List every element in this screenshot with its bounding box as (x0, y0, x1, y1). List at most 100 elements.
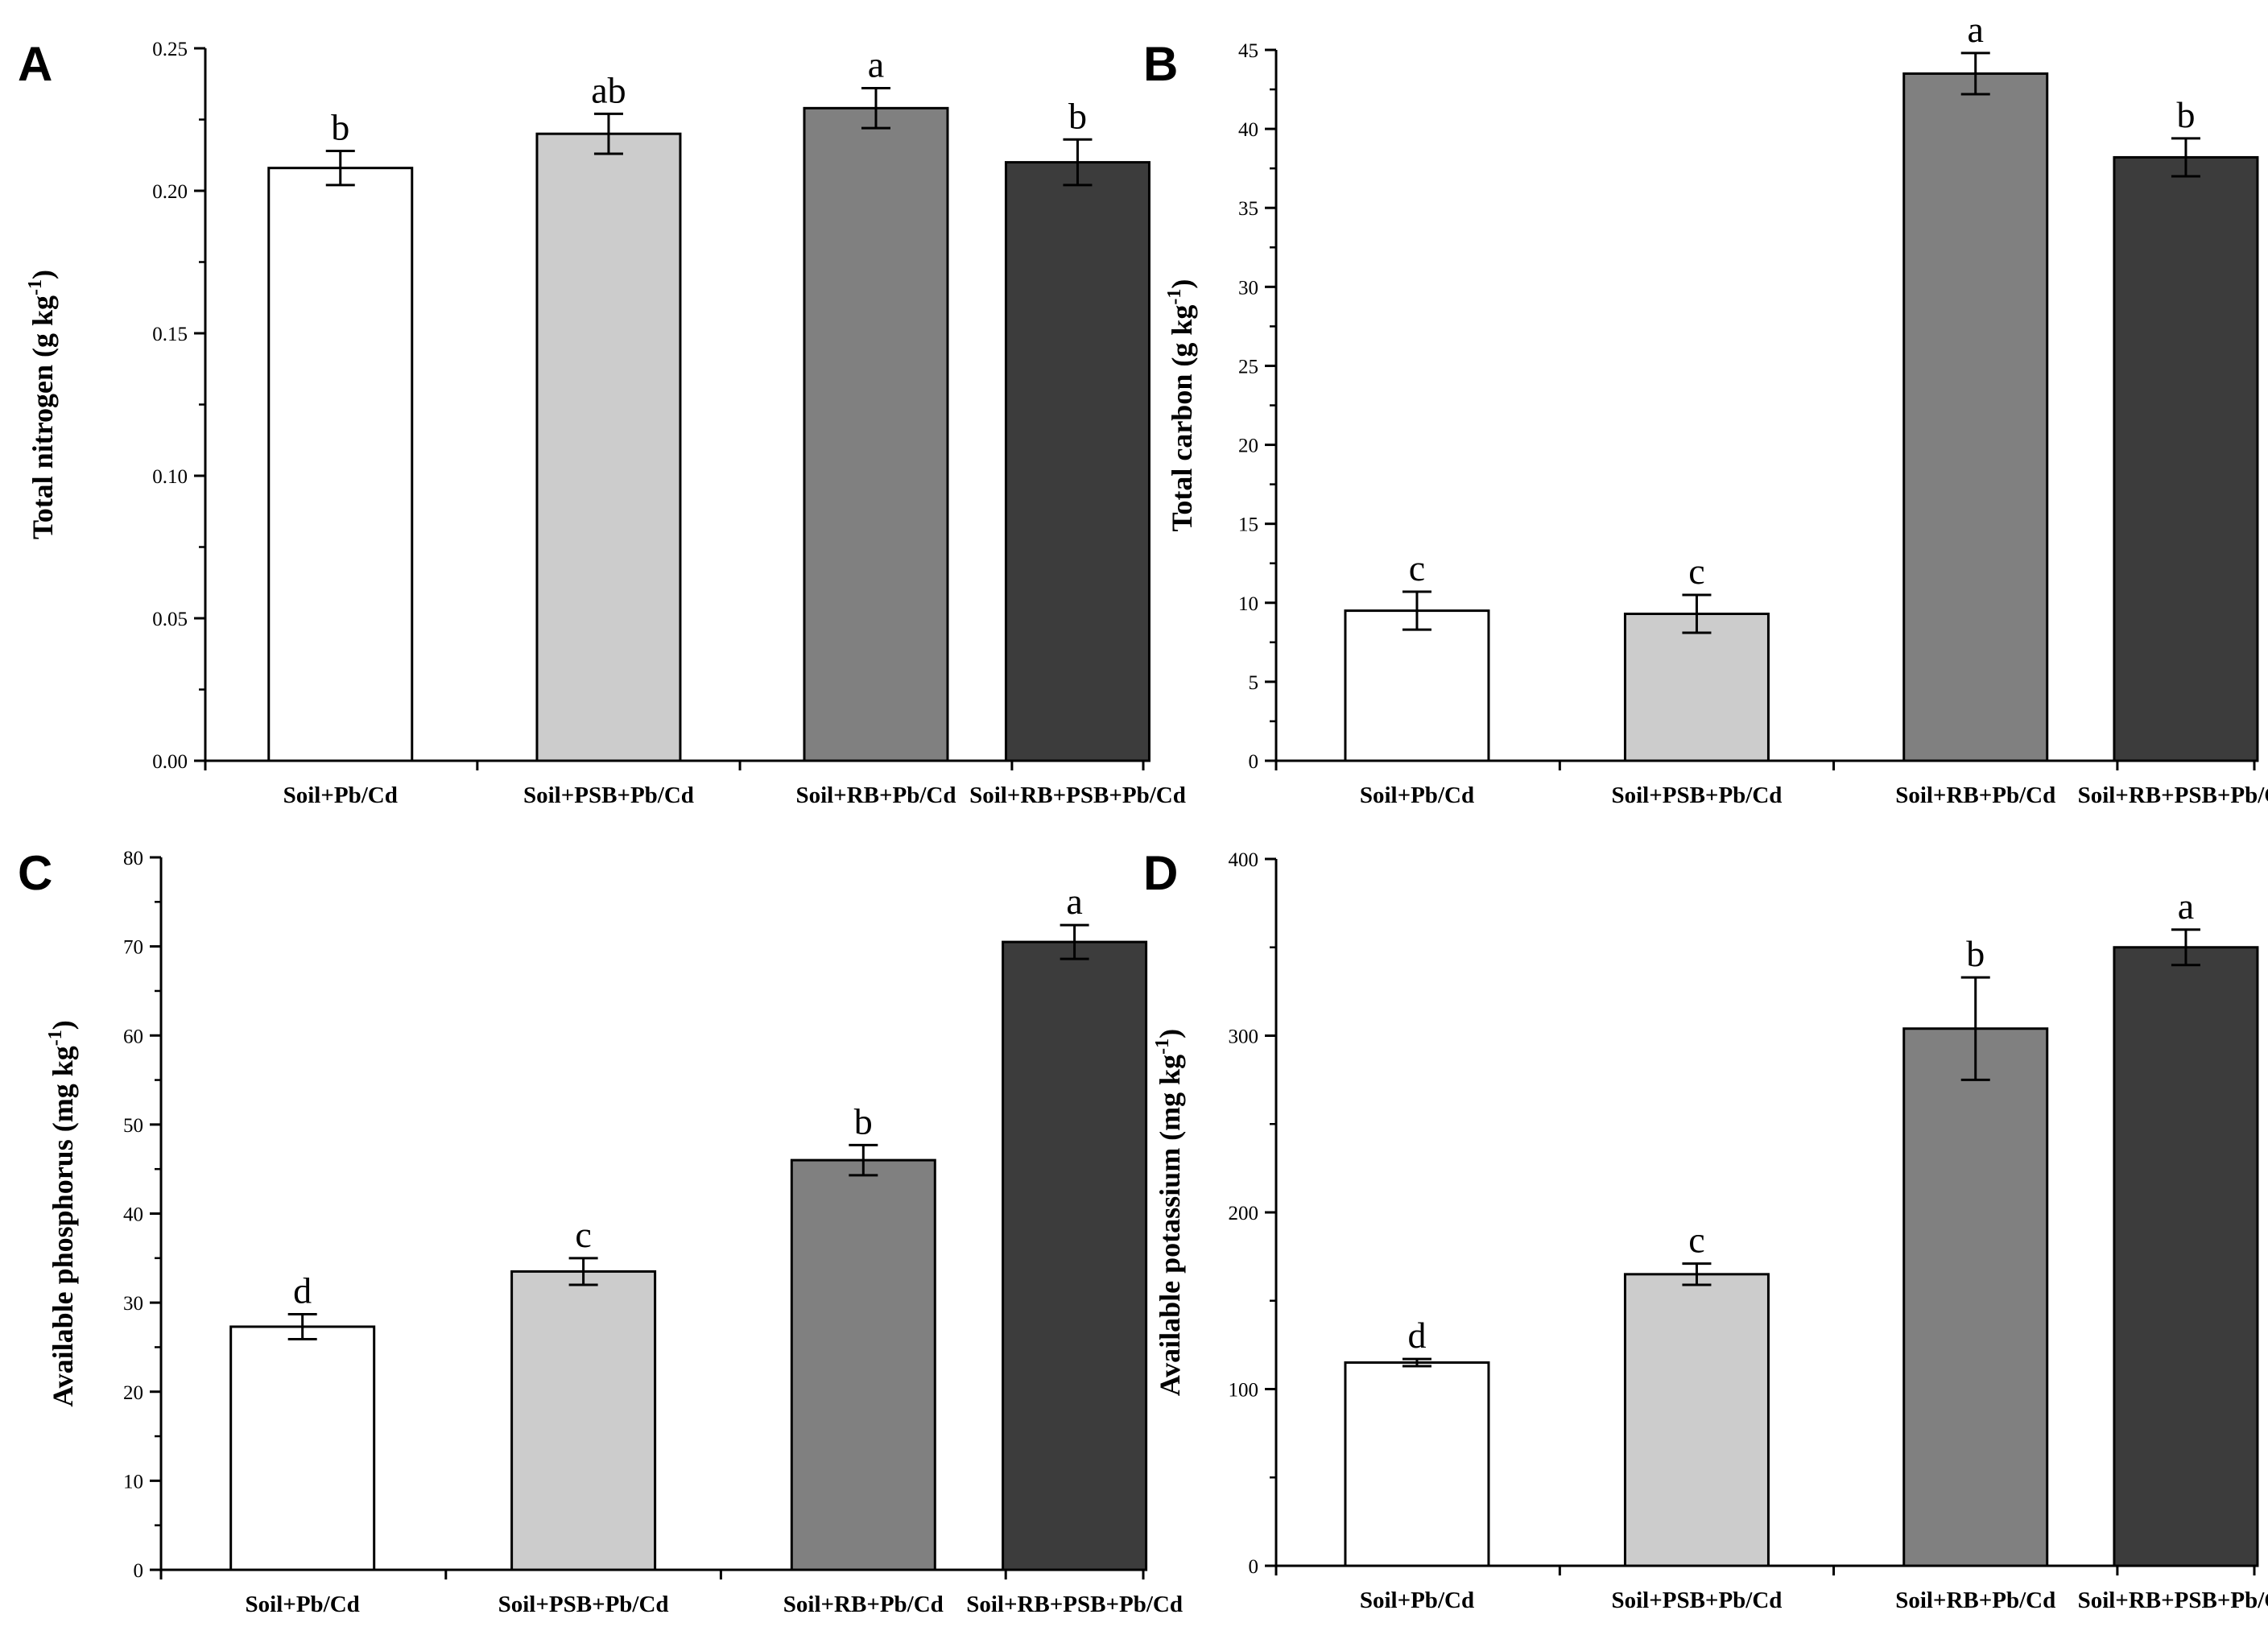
panel-letter: B (1143, 37, 1178, 91)
category-label: Soil+RB+PSB+Pb/Cd (2078, 1588, 2268, 1613)
y-tick-label: 30 (123, 1293, 143, 1315)
category-label: Soil+RB+Pb/Cd (783, 1592, 944, 1617)
bar (790, 1158, 936, 1571)
y-tick-label: 200 (1229, 1203, 1259, 1224)
bar (2113, 155, 2259, 762)
category-label: Soil+PSB+Pb/Cd (523, 782, 694, 808)
y-tick-label: 300 (1229, 1026, 1259, 1048)
bar (1344, 609, 1490, 762)
y-tick-label: 5 (1249, 672, 1259, 694)
y-tick-label: 10 (1238, 593, 1258, 615)
category-label: Soil+RB+Pb/Cd (1895, 782, 2055, 808)
y-tick-label: 0.15 (152, 324, 188, 345)
bar (267, 167, 414, 762)
category-label: Soil+Pb/Cd (246, 1592, 360, 1617)
error-bar (1960, 52, 1990, 96)
y-tick-label: 60 (123, 1026, 143, 1047)
error-bar (1060, 923, 1089, 960)
panel-letter: D (1143, 846, 1178, 900)
panel-a: Ab Soil+Pb/Cd ab Soil+PSB+Pb/Cd a Soil+RB+Pb/… (18, 37, 1186, 808)
significance-letter: d (1407, 1315, 1426, 1356)
significance-letter: c (575, 1214, 591, 1255)
significance-letter: a (868, 44, 884, 85)
bar (2113, 946, 2259, 1567)
y-tick-label: 10 (123, 1471, 143, 1493)
significance-letter: b (854, 1100, 873, 1142)
y-tick-label: 70 (123, 937, 143, 959)
category-label: Soil+Pb/Cd (1360, 1588, 1474, 1613)
significance-letter: b (2176, 94, 2195, 135)
bar (229, 1325, 376, 1571)
y-axis-title: Available potassium (mg kg-1) (1152, 1029, 1186, 1396)
panel-b: Bc Soil+Pb/Cd c Soil+PSB+Pb/Cd a Soil+RB+Pb/C… (1143, 9, 2268, 808)
error-bar (593, 112, 623, 155)
category-label: Soil+RB+Pb/Cd (1895, 1588, 2055, 1613)
bar (1902, 1027, 2049, 1567)
significance-letter: c (1409, 547, 1425, 588)
significance-letter: b (1966, 933, 1985, 974)
y-tick-label: 0.20 (152, 181, 188, 203)
error-bar (568, 1257, 598, 1286)
bar (1902, 72, 2049, 762)
bar (1004, 161, 1151, 762)
panel-letter: A (18, 37, 52, 91)
error-bar (861, 87, 890, 130)
significance-letter: b (331, 106, 349, 147)
error-bar (1402, 1357, 1431, 1368)
significance-letter: c (1688, 551, 1704, 592)
y-tick-label: 15 (1238, 514, 1258, 536)
panel-letter: C (18, 846, 52, 900)
category-label: Soil+Pb/Cd (1360, 782, 1474, 808)
y-tick-label: 400 (1229, 849, 1259, 871)
significance-letter: c (1688, 1220, 1704, 1261)
significance-letter: a (1968, 9, 1984, 50)
bar (510, 1270, 657, 1571)
error-bar (2171, 137, 2200, 178)
y-tick-label: 30 (1238, 277, 1258, 299)
error-bar (1682, 1262, 1712, 1286)
category-label: Soil+RB+Pb/Cd (795, 782, 956, 808)
error-bar (1063, 138, 1093, 187)
y-tick-label: 0.05 (152, 609, 188, 630)
significance-letter: a (1066, 881, 1082, 922)
significance-letter: ab (591, 69, 626, 110)
panel-d: Dd Soil+Pb/Cd c Soil+PSB+Pb/Cd b Soil+RB+Pb/C… (1143, 846, 2268, 1613)
category-label: Soil+RB+PSB+Pb/Cd (969, 782, 1186, 808)
bar (1623, 1273, 1770, 1567)
y-axis-title: Available phosphorus (mg kg-1) (45, 1020, 79, 1406)
y-tick-label: 100 (1229, 1380, 1259, 1402)
category-label: Soil+RB+PSB+Pb/Cd (966, 1592, 1183, 1617)
y-tick-label: 40 (1238, 119, 1258, 141)
y-tick-label: 0.00 (152, 751, 188, 773)
y-axis-title: Total carbon (g kg-1) (1164, 279, 1198, 532)
error-bar (2171, 928, 2200, 967)
error-bar (325, 149, 355, 187)
y-axis-title: Total nitrogen (g kg-1) (25, 270, 59, 539)
y-tick-label: 20 (1238, 436, 1258, 457)
error-bar (1402, 590, 1431, 631)
y-tick-label: 35 (1238, 198, 1258, 220)
y-tick-label: 40 (123, 1204, 143, 1226)
error-bar (1682, 593, 1712, 634)
y-tick-label: 0 (1249, 1556, 1259, 1578)
y-tick-label: 0 (134, 1560, 144, 1582)
bar (803, 106, 949, 762)
bar (1002, 940, 1148, 1571)
bar (535, 132, 682, 762)
y-tick-label: 0 (1249, 751, 1259, 773)
significance-letter: d (293, 1270, 312, 1311)
error-bar (287, 1313, 317, 1340)
y-tick-label: 25 (1238, 356, 1258, 378)
error-bar (1960, 976, 1990, 1081)
y-tick-label: 0.10 (152, 466, 188, 488)
category-label: Soil+PSB+Pb/Cd (1611, 1588, 1782, 1613)
category-label: Soil+RB+PSB+Pb/Cd (2078, 782, 2268, 808)
significance-letter: a (2178, 886, 2194, 927)
y-tick-label: 20 (123, 1382, 143, 1404)
y-tick-label: 50 (123, 1115, 143, 1137)
bar (1623, 613, 1770, 762)
category-label: Soil+Pb/Cd (283, 782, 398, 808)
category-label: Soil+PSB+Pb/Cd (1611, 782, 1782, 808)
bar (1344, 1361, 1490, 1567)
